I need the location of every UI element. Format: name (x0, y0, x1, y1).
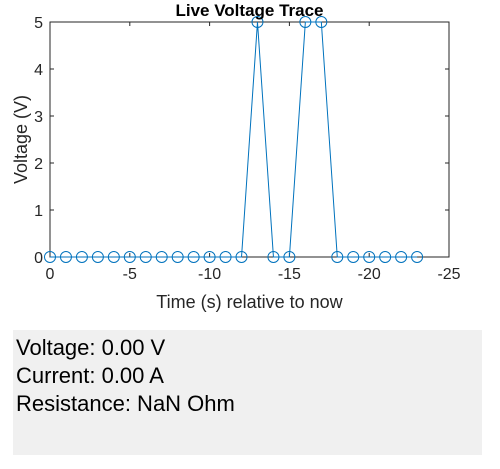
x-axis-label: Time (s) relative to now (156, 292, 343, 312)
data-point (203, 251, 216, 263)
data-point (411, 251, 424, 263)
y-tick-label: 4 (34, 62, 43, 79)
data-point (267, 251, 280, 263)
x-axis-ticks: 0 -5 -10 -15 -20 -25 (46, 22, 461, 283)
y-tick-label: 2 (34, 156, 43, 173)
data-point (139, 251, 152, 263)
data-point (91, 251, 104, 263)
x-tick-label: -20 (358, 266, 381, 283)
voltage-chart: 0 -5 -10 -15 -20 -25 0 1 2 3 4 5 Live Voltage Trac… (11, 1, 461, 312)
y-tick-label: 1 (34, 203, 43, 220)
data-point (299, 16, 312, 28)
data-point (44, 251, 56, 263)
data-point (107, 251, 120, 263)
data-point (235, 251, 248, 263)
resistance-readout: Resistance: NaN Ohm (16, 391, 235, 416)
x-tick-label: -5 (123, 266, 137, 283)
y-axis-ticks: 0 1 2 3 4 5 (34, 15, 449, 267)
data-point (363, 251, 376, 263)
data-point (251, 16, 264, 28)
x-tick-label: -10 (198, 266, 221, 283)
readout-panel: Voltage: 0.00 V Current: 0.00 A Resistan… (13, 330, 482, 455)
y-axis-label: Voltage (V) (11, 95, 31, 184)
x-tick-label: 0 (46, 266, 55, 283)
data-point (75, 251, 88, 263)
data-point (331, 251, 344, 263)
series-line (50, 21, 418, 258)
data-point (395, 251, 408, 263)
data-point (123, 251, 136, 263)
current-readout: Current: 0.00 A (16, 363, 164, 388)
data-point (315, 16, 328, 28)
data-point (283, 251, 296, 263)
data-point (155, 251, 168, 263)
y-tick-label: 3 (34, 109, 43, 126)
y-tick-label: 5 (34, 15, 43, 32)
data-point (59, 251, 72, 263)
series-markers (44, 16, 424, 263)
data-point (171, 251, 184, 263)
chart-title: Live Voltage Trace (175, 1, 323, 20)
data-point (187, 251, 200, 263)
voltage-readout: Voltage: 0.00 V (16, 335, 166, 360)
x-tick-label: -15 (278, 266, 301, 283)
y-tick-label: 0 (34, 250, 43, 267)
data-point (347, 251, 360, 263)
data-point (379, 251, 392, 263)
data-point (219, 251, 232, 263)
x-tick-label: -25 (437, 266, 460, 283)
